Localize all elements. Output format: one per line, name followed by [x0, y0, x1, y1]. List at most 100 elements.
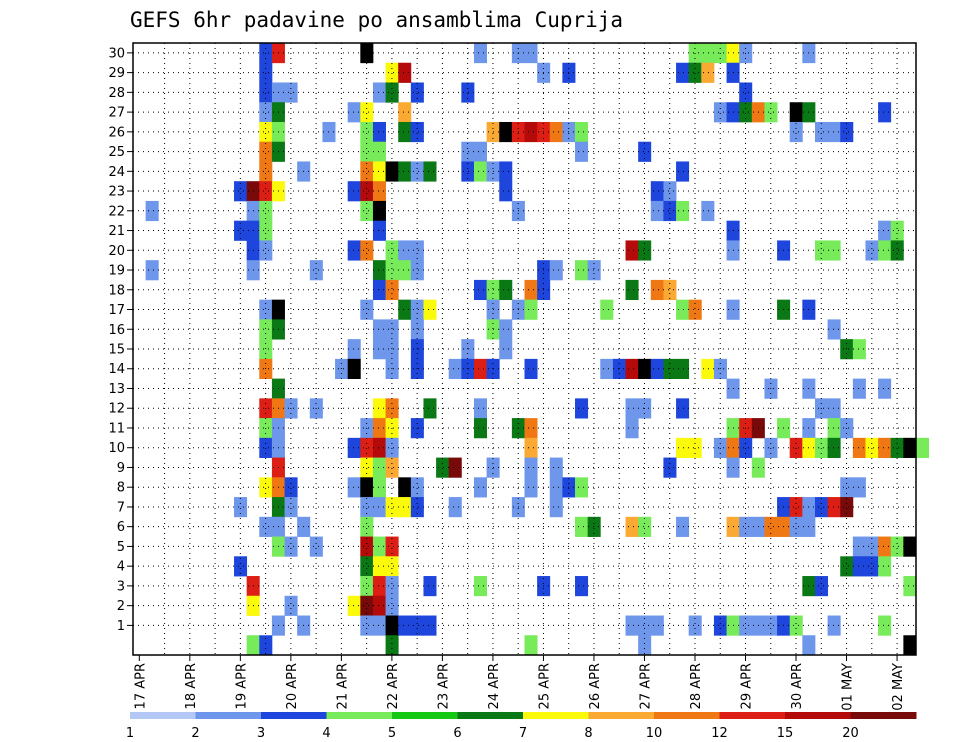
heatmap-cell	[663, 181, 677, 202]
legend-label: 6	[453, 726, 461, 741]
heatmap-cell	[410, 260, 424, 281]
y-tick-label: 7	[117, 500, 125, 515]
heatmap-cell	[360, 161, 374, 182]
heatmap-cell	[903, 635, 917, 656]
x-tick-label: 30 APR	[790, 663, 805, 709]
legend-label: 2	[191, 726, 199, 741]
heatmap-cell	[372, 161, 386, 182]
heatmap-cell	[385, 635, 399, 656]
grid-lines	[133, 43, 916, 655]
heatmap-cell	[878, 240, 892, 261]
heatmap-cell	[865, 556, 879, 577]
legend-swatch	[457, 712, 524, 719]
heatmap-cell	[713, 615, 727, 636]
heatmap-cell	[827, 437, 841, 458]
heatmap-cell	[423, 615, 437, 636]
heatmap-cell	[259, 141, 273, 162]
heatmap-cell	[473, 279, 488, 301]
heatmap-cell	[499, 181, 513, 202]
heatmap-cell	[688, 299, 702, 320]
heatmap-cell	[372, 200, 386, 222]
heatmap-cell	[372, 339, 386, 360]
heatmap-cell	[347, 102, 361, 123]
heatmap-cell	[372, 497, 386, 518]
heatmap-cell	[789, 516, 803, 537]
heatmap-cell	[360, 121, 374, 143]
heatmap-cell	[852, 339, 866, 360]
heatmap-cell	[347, 358, 361, 380]
heatmap-cell	[802, 635, 816, 656]
heatmap-cell	[676, 299, 690, 320]
heatmap-cell	[499, 339, 513, 360]
heatmap-cell	[650, 181, 664, 202]
heatmap-cell	[360, 457, 374, 478]
heatmap-cell	[259, 200, 273, 222]
heatmap-cell	[524, 457, 538, 478]
heatmap-cell	[473, 477, 488, 498]
heatmap-cell	[701, 200, 715, 222]
heatmap-cell	[524, 299, 538, 320]
heatmap-cell	[789, 615, 803, 636]
heatmap-cell	[865, 240, 879, 261]
legend-label: 1	[126, 726, 134, 741]
heatmap-cell	[385, 339, 399, 360]
heatmap-cell	[410, 121, 424, 143]
heatmap-cell	[347, 595, 361, 616]
y-tick-label: 16	[108, 323, 125, 338]
heatmap-cell	[410, 319, 424, 340]
heatmap-cell	[625, 418, 639, 439]
legend-swatch	[719, 712, 786, 719]
x-tick-label: 29 APR	[740, 663, 755, 709]
y-tick-label: 15	[108, 343, 125, 358]
heatmap-cell	[575, 121, 589, 143]
heatmap-cell	[360, 102, 374, 123]
heatmap-cell	[410, 339, 424, 360]
heatmap-cell	[347, 339, 361, 360]
y-tick-label: 30	[108, 46, 125, 61]
heatmap-cell	[372, 576, 386, 597]
heatmap-cell	[549, 260, 563, 281]
heatmap-cell	[385, 161, 399, 182]
heatmap-cell	[360, 536, 374, 557]
heatmap-cell	[385, 240, 399, 261]
x-tick-label: 17 APR	[133, 663, 148, 709]
heatmap-cell	[764, 437, 778, 458]
legend-label: 12	[711, 726, 728, 741]
heatmap-cell	[284, 595, 298, 616]
y-tick-label: 27	[108, 106, 125, 121]
heatmap-cell	[827, 319, 841, 340]
heatmap-cell	[827, 398, 841, 419]
heatmap-cell	[903, 536, 917, 557]
y-tick-label: 3	[117, 579, 125, 594]
heatmap-cell	[410, 299, 424, 320]
heatmap-cell	[814, 240, 828, 261]
heatmap-cell	[713, 437, 727, 458]
y-tick-label: 14	[108, 362, 125, 377]
heatmap-cell	[814, 121, 828, 143]
heatmap-cell	[814, 576, 828, 597]
y-tick-label: 26	[108, 125, 125, 140]
y-tick-label: 9	[117, 461, 125, 476]
heatmap-cell	[259, 102, 273, 123]
heatmap-cell	[360, 516, 374, 537]
heatmap-cell	[259, 516, 273, 537]
heatmap-cell	[410, 477, 424, 498]
legend-swatch	[654, 712, 720, 719]
heatmap-cell	[878, 437, 892, 458]
heatmap-cell	[852, 556, 866, 577]
heatmap-cell	[145, 260, 159, 281]
heatmap-cell	[385, 279, 399, 301]
heatmap-cell	[638, 141, 652, 162]
x-tick-label: 21 APR	[335, 663, 350, 709]
heatmap-cell	[360, 497, 374, 518]
heatmap-cell	[234, 556, 248, 577]
heatmap-cell	[259, 299, 273, 320]
heatmap-cells	[145, 43, 930, 656]
y-tick-label: 28	[108, 86, 125, 101]
y-axis: 1234567891011121314151617181920212223242…	[108, 46, 133, 634]
heatmap-cell	[284, 477, 298, 498]
heatmap-cell	[398, 477, 412, 498]
heatmap-cell	[259, 181, 273, 202]
heatmap-cell	[448, 457, 462, 478]
legend-label: 10	[646, 726, 663, 741]
